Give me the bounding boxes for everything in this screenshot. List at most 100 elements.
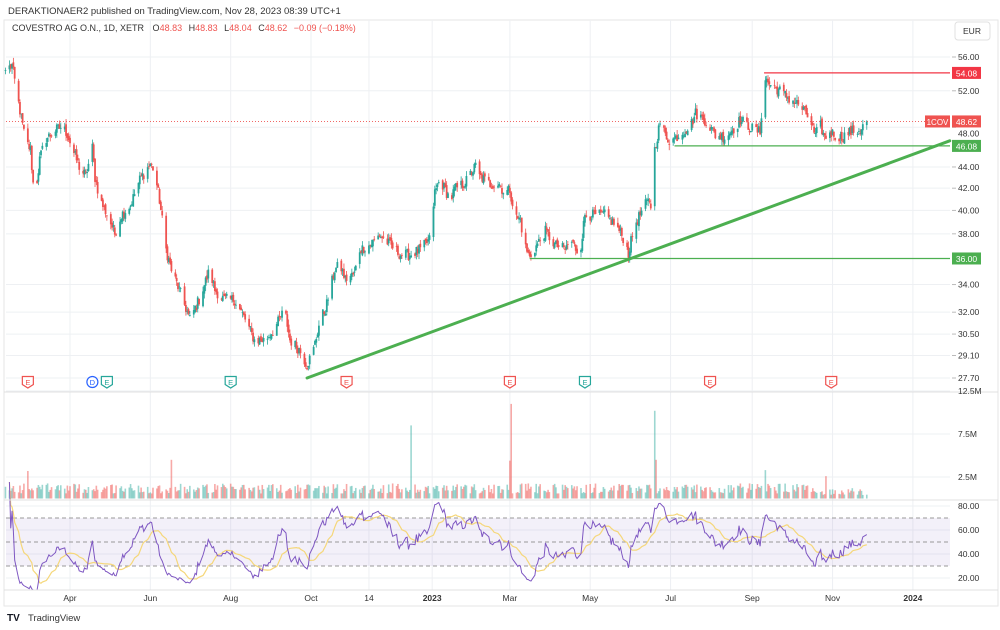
candle[interactable]: [437, 182, 440, 184]
candle[interactable]: [778, 86, 781, 90]
candle[interactable]: [204, 277, 207, 286]
candle[interactable]: [564, 248, 567, 250]
candle[interactable]: [806, 113, 809, 118]
candle[interactable]: [748, 130, 751, 133]
candle[interactable]: [655, 147, 657, 148]
candle[interactable]: [785, 92, 788, 98]
candle[interactable]: [673, 137, 676, 139]
candle[interactable]: [856, 133, 859, 135]
candle[interactable]: [723, 139, 726, 144]
candle[interactable]: [400, 254, 403, 256]
candle[interactable]: [17, 80, 20, 102]
candle[interactable]: [286, 314, 289, 327]
candle[interactable]: [12, 62, 15, 68]
candle[interactable]: [102, 199, 104, 207]
price-pane[interactable]: [4, 57, 868, 371]
candle[interactable]: [775, 87, 777, 89]
candle[interactable]: [831, 129, 834, 135]
candle[interactable]: [534, 252, 536, 257]
candle[interactable]: [657, 125, 660, 141]
candle[interactable]: [271, 335, 274, 336]
candle[interactable]: [50, 135, 53, 137]
candle[interactable]: [674, 135, 677, 139]
candle[interactable]: [229, 295, 232, 299]
candle[interactable]: [520, 217, 523, 233]
candle[interactable]: [389, 237, 391, 240]
candle[interactable]: [192, 310, 195, 315]
candle[interactable]: [526, 243, 528, 252]
candle[interactable]: [100, 194, 103, 201]
candle[interactable]: [445, 185, 448, 198]
candle[interactable]: [732, 128, 735, 134]
time-axis[interactable]: Apr Jun Aug Oct 14 2023 Mar May Jul Sep Nov 2024: [63, 593, 922, 603]
candle[interactable]: [441, 180, 444, 190]
candle[interactable]: [408, 255, 411, 260]
candle[interactable]: [535, 245, 538, 252]
candle[interactable]: [861, 124, 864, 131]
candle[interactable]: [519, 218, 522, 220]
candle[interactable]: [140, 175, 143, 177]
candle[interactable]: [493, 186, 495, 188]
candle[interactable]: [141, 173, 144, 177]
candle[interactable]: [545, 227, 548, 230]
candle[interactable]: [611, 218, 614, 225]
candle[interactable]: [249, 326, 252, 328]
candle[interactable]: [764, 80, 767, 118]
candle[interactable]: [124, 213, 127, 219]
candle[interactable]: [290, 338, 293, 346]
candle[interactable]: [32, 169, 35, 183]
candle[interactable]: [497, 185, 499, 188]
candle[interactable]: [839, 134, 842, 140]
candle[interactable]: [324, 313, 327, 316]
candle[interactable]: [570, 241, 573, 243]
candle[interactable]: [240, 307, 243, 311]
candle[interactable]: [590, 219, 593, 221]
candle[interactable]: [128, 208, 131, 214]
candle[interactable]: [544, 225, 547, 241]
candle[interactable]: [387, 238, 390, 244]
candle[interactable]: [390, 237, 393, 245]
candle[interactable]: [40, 150, 42, 156]
candle[interactable]: [94, 158, 96, 182]
candle[interactable]: [215, 289, 218, 293]
candle[interactable]: [235, 304, 237, 306]
candle[interactable]: [773, 84, 776, 86]
candle[interactable]: [709, 127, 711, 131]
candle[interactable]: [404, 249, 407, 258]
candle[interactable]: [362, 246, 365, 254]
candle[interactable]: [427, 239, 430, 242]
candle[interactable]: [482, 175, 485, 184]
candle[interactable]: [142, 175, 145, 180]
candle[interactable]: [138, 175, 141, 185]
candle[interactable]: [852, 125, 855, 133]
candle[interactable]: [386, 238, 389, 245]
candle[interactable]: [794, 103, 797, 104]
candle[interactable]: [481, 174, 484, 182]
candle[interactable]: [721, 133, 723, 141]
candle[interactable]: [48, 133, 50, 137]
candle[interactable]: [843, 132, 846, 144]
candle[interactable]: [415, 247, 418, 255]
candle[interactable]: [665, 131, 668, 140]
candle[interactable]: [473, 163, 476, 173]
candle[interactable]: [75, 149, 78, 161]
candle[interactable]: [731, 130, 734, 134]
candle[interactable]: [69, 137, 71, 144]
candle[interactable]: [379, 236, 382, 238]
candle[interactable]: [9, 64, 12, 69]
candle[interactable]: [483, 173, 486, 177]
candle[interactable]: [759, 126, 762, 135]
candle[interactable]: [169, 257, 171, 264]
candle[interactable]: [747, 122, 750, 130]
candle[interactable]: [344, 275, 347, 278]
candle[interactable]: [777, 89, 780, 97]
candle[interactable]: [67, 136, 70, 140]
candle[interactable]: [123, 211, 125, 218]
candle[interactable]: [648, 200, 651, 202]
candle[interactable]: [451, 195, 453, 200]
candle[interactable]: [627, 246, 630, 258]
candle[interactable]: [811, 123, 814, 126]
candle[interactable]: [295, 341, 298, 349]
